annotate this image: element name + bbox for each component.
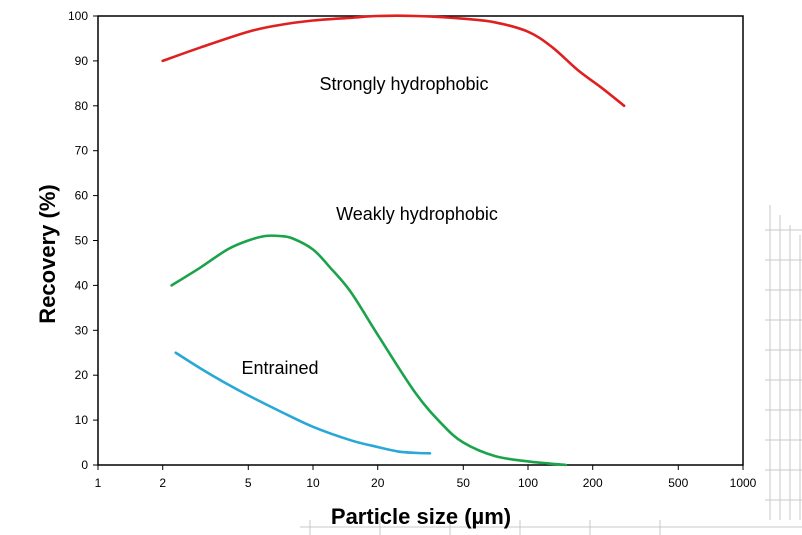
series-lines	[161, 14, 626, 467]
x-tick-label: 20	[371, 476, 385, 490]
y-tick-label: 70	[75, 144, 89, 158]
series-annotations: Strongly hydrophobic Weakly hydrophobic En…	[241, 74, 497, 378]
y-axis-ticks: 0 10 20 30 40 50 60 70 80 90 100	[68, 9, 98, 472]
y-tick-label: 10	[75, 413, 89, 427]
x-tick-label: 100	[518, 476, 538, 490]
series-label-weakly-hydrophobic: Weakly hydrophobic	[336, 204, 498, 224]
y-tick-label: 20	[75, 368, 89, 382]
x-tick-label: 200	[583, 476, 603, 490]
x-tick-label: 10	[306, 476, 320, 490]
y-axis-title: Recovery (%)	[35, 184, 60, 323]
x-tick-label: 50	[457, 476, 471, 490]
y-tick-label: 80	[75, 99, 89, 113]
background-building-sketch	[300, 205, 802, 535]
y-tick-label: 90	[75, 54, 89, 68]
x-tick-label: 1	[95, 476, 102, 490]
y-tick-label: 60	[75, 189, 89, 203]
x-axis-title: Particle size (µm)	[331, 504, 511, 529]
x-tick-label: 2	[159, 476, 166, 490]
x-tick-label: 5	[245, 476, 252, 490]
x-tick-label: 500	[668, 476, 688, 490]
y-tick-label: 100	[68, 9, 88, 23]
series-label-strongly-hydrophobic: Strongly hydrophobic	[319, 74, 488, 94]
y-tick-label: 30	[75, 323, 89, 337]
x-axis-ticks: 1 2 5 10 20 50 100 200 500 1000	[95, 465, 757, 490]
series-line-strongly-hydrophobic	[161, 14, 626, 108]
y-tick-label: 40	[75, 278, 89, 292]
x-tick-label: 1000	[730, 476, 757, 490]
series-line-weakly-hydrophobic	[170, 234, 568, 467]
series-line-entrained	[174, 351, 432, 455]
y-tick-label: 0	[81, 458, 88, 472]
y-tick-label: 50	[75, 234, 89, 248]
series-label-entrained: Entrained	[241, 358, 318, 378]
